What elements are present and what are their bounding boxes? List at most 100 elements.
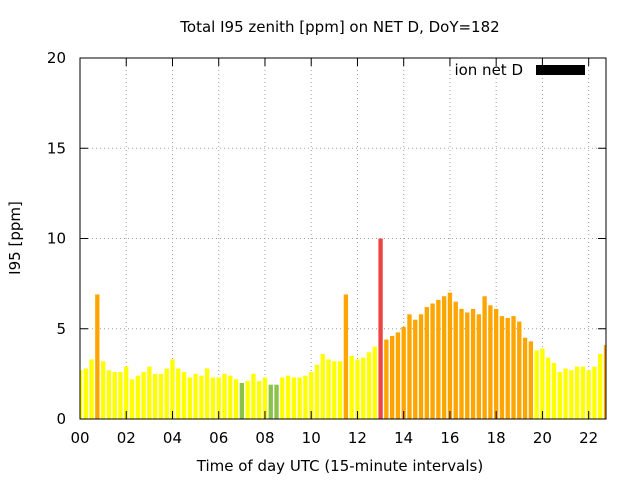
bar: [164, 368, 169, 419]
chart-title: Total I95 zenith [ppm] on NET D, DoY=182: [179, 18, 499, 36]
bar: [534, 350, 539, 419]
bar: [372, 346, 377, 419]
x-tick-label: 22: [579, 429, 598, 447]
bar: [574, 366, 580, 419]
bar: [580, 366, 586, 419]
y-tick-label: 20: [47, 49, 66, 67]
bar: [505, 317, 510, 419]
bar: [384, 339, 389, 419]
x-tick-label: 02: [117, 429, 136, 447]
bar: [222, 373, 227, 419]
bar: [181, 372, 187, 419]
bar: [522, 337, 528, 419]
bar: [540, 348, 545, 419]
bar: [83, 368, 88, 419]
bar: [112, 372, 117, 419]
bar: [517, 321, 522, 419]
bar: [447, 292, 453, 419]
x-tick-label: 20: [533, 429, 552, 447]
bar: [430, 303, 435, 419]
bar: [557, 372, 562, 419]
bar: [314, 364, 320, 419]
bar: [459, 308, 464, 419]
x-tick-label: 00: [70, 429, 89, 447]
bar: [603, 344, 606, 419]
bar: [418, 314, 424, 419]
y-tick-labels: 0 5 10 15 20: [47, 49, 66, 428]
bar: [141, 372, 146, 419]
bar: [401, 326, 406, 419]
bar: [592, 366, 597, 419]
bar: [395, 332, 401, 419]
bar: [274, 384, 279, 419]
bar: [233, 379, 239, 419]
bar: [239, 382, 245, 419]
bar: [176, 368, 181, 419]
bar: [257, 381, 262, 419]
bar: [511, 316, 516, 419]
legend-label: ion net D: [454, 61, 523, 79]
bar: [586, 370, 591, 419]
bar: [100, 361, 106, 419]
bar: [407, 314, 412, 419]
bar: [158, 373, 164, 419]
bar: [291, 377, 297, 419]
bar: [528, 341, 534, 419]
bar: [488, 305, 493, 419]
bar: [309, 372, 314, 419]
bar: [332, 361, 337, 419]
bar: [95, 294, 100, 419]
bar: [152, 373, 158, 419]
bar: [499, 316, 505, 419]
bar: [343, 294, 349, 419]
bar: [424, 307, 429, 419]
bar: [285, 375, 291, 419]
bar: [482, 296, 487, 419]
bar: [124, 366, 129, 419]
bar: [349, 355, 354, 419]
x-tick-label: 10: [302, 429, 321, 447]
bar: [210, 377, 216, 419]
x-tick-label: 04: [163, 429, 182, 447]
x-tick-label: 06: [209, 429, 228, 447]
bar: [245, 381, 250, 419]
bar: [320, 354, 325, 419]
bar: [129, 379, 135, 419]
bar: [494, 308, 499, 419]
legend-swatch: [536, 65, 585, 75]
bar: [326, 359, 331, 419]
bar: [199, 375, 204, 419]
bar: [465, 312, 470, 419]
bar: [546, 357, 551, 419]
bar: [193, 373, 198, 419]
bar: [453, 301, 458, 419]
bar: [228, 375, 233, 419]
bar: [297, 377, 302, 419]
x-tick-label: 18: [487, 429, 506, 447]
bar: [147, 366, 152, 419]
bar: [476, 314, 482, 419]
bars: [80, 238, 606, 419]
bar: [106, 370, 112, 419]
bar: [268, 384, 273, 419]
bar: [118, 372, 123, 419]
x-tick-label: 08: [255, 429, 274, 447]
bar: [280, 377, 285, 419]
bar: [216, 377, 221, 419]
bar: [569, 370, 574, 419]
x-tick-label: 16: [440, 429, 459, 447]
bar: [551, 363, 557, 419]
bar: [598, 354, 603, 419]
bar: [436, 299, 441, 419]
bar: [361, 357, 366, 419]
y-tick-label: 5: [56, 320, 66, 338]
bar: [204, 368, 210, 419]
bar: [337, 361, 343, 419]
y-tick-label: 15: [47, 139, 66, 157]
x-axis-label: Time of day UTC (15-minute intervals): [196, 457, 483, 475]
bar: [89, 359, 94, 419]
bar: [262, 377, 268, 419]
bar: [470, 308, 476, 419]
y-tick-label: 0: [56, 410, 66, 428]
